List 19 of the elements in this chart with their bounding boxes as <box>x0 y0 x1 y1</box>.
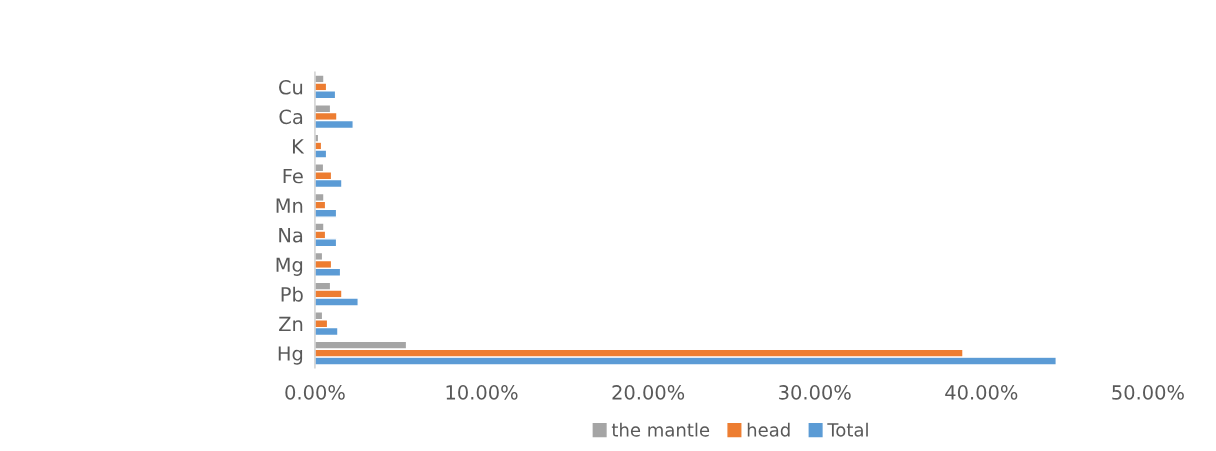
x-tick-label: 10.00% <box>446 385 518 400</box>
legend-label: the mantle <box>611 422 710 437</box>
y-tick-label: Na <box>279 228 303 243</box>
y-tick-label: K <box>292 139 305 154</box>
legend-label: Total <box>827 422 868 437</box>
y-tick-label: Mn <box>276 198 303 213</box>
y-tick-label: Zn <box>279 316 303 332</box>
y-tick-label: Fe <box>283 168 303 184</box>
y-tick-label: Cu <box>279 79 303 95</box>
y-tick-label: Ca <box>279 109 303 125</box>
x-tick-label: 40.00% <box>945 385 1018 400</box>
legend-label: head <box>747 422 790 437</box>
y-tick-label: Pb <box>281 286 303 302</box>
x-tick-label: 30.00% <box>779 385 851 400</box>
x-tick-label: 20.00% <box>612 385 685 400</box>
x-tick-label: 50.00% <box>1112 385 1184 400</box>
x-tick-label: 0.00% <box>285 385 345 400</box>
y-tick-label: Mg <box>276 257 303 276</box>
y-tick-label: Hg <box>278 346 303 365</box>
